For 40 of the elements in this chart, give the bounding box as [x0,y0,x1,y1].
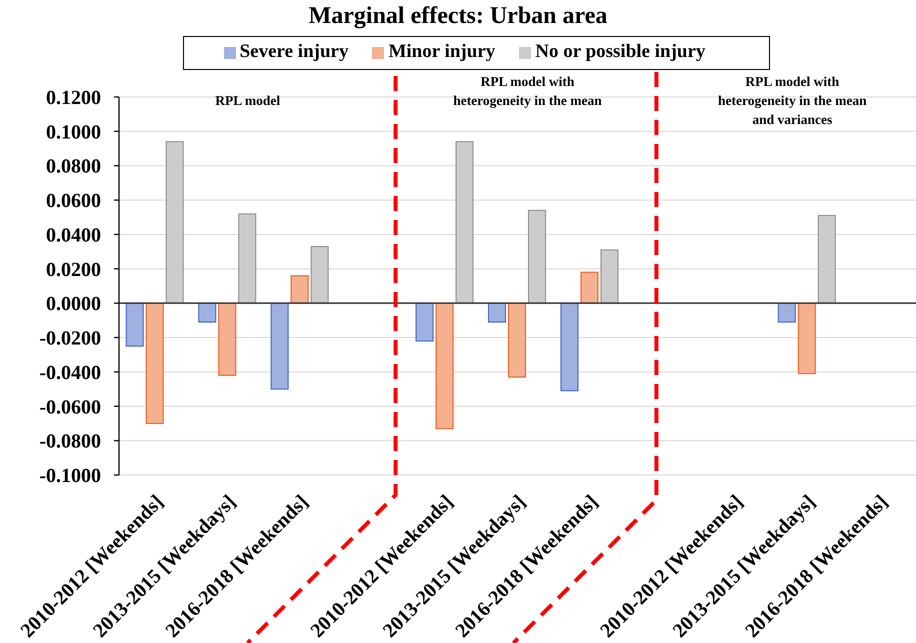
annotation: RPL model [214,92,282,110]
chart-title: Marginal effects: Urban area [308,2,608,30]
bar [436,302,454,430]
y-tick-label: 0.1200 [46,87,101,109]
bar [270,302,289,390]
bar [416,302,434,342]
bar [310,246,329,304]
y-tick-label: 0.0400 [46,224,101,246]
bar [166,141,184,304]
y-tick-label: -0.0200 [39,328,101,350]
bar [508,302,526,378]
bar [818,215,836,304]
bar [488,302,506,323]
bar [126,302,144,347]
bar [238,213,256,304]
legend-label: Minor injury [388,41,496,62]
y-tick-label: -0.1000 [39,465,101,487]
y-tick-label: -0.0600 [39,396,101,418]
bar [778,302,796,323]
bar [198,302,216,323]
bar [456,141,474,304]
bar [528,210,546,304]
y-tick-label: -0.0400 [39,362,101,384]
y-tick-label: 0.0000 [46,293,101,316]
y-tick-label: 0.0200 [46,258,101,281]
legend-label: Severe injury [240,41,348,62]
y-tick-label: 0.0800 [46,156,101,178]
y-tick-label: 0.1000 [46,121,101,144]
bar [600,249,618,304]
y-tick-label: -0.0800 [39,430,101,453]
legend-label: No or possible injury [535,41,706,62]
bar [290,275,309,304]
annotation: RPL model with heterogeneity in the mean and variances [717,73,868,129]
bar [560,302,578,392]
y-tick-label: 0.0600 [46,190,101,212]
annotation: RPL model with heterogeneity in the mean [452,73,603,110]
bar [146,302,164,424]
bar [798,302,816,374]
bar [580,272,598,304]
bar [218,302,236,376]
